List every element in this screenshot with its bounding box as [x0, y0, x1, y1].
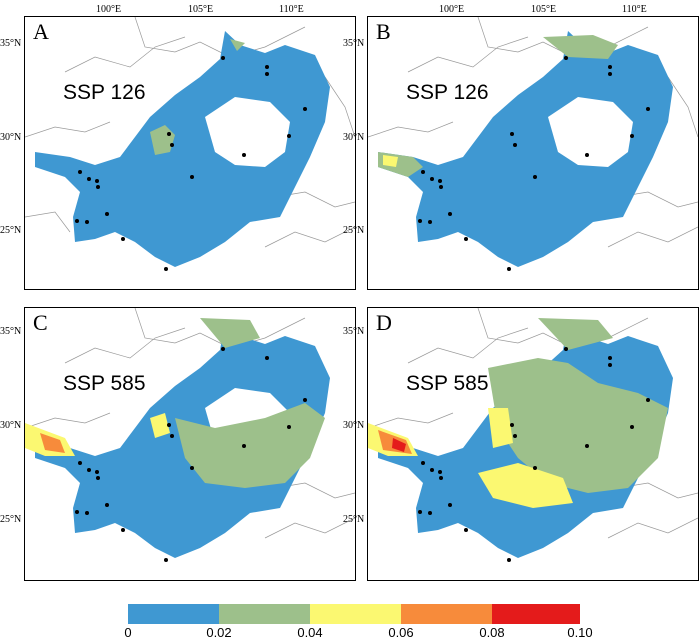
scenario-label: SSP 585	[406, 372, 489, 395]
lat-tick-label: 35°N	[343, 326, 365, 337]
lon-tick-label: 110°E	[279, 4, 304, 15]
legend-swatch-2	[219, 604, 310, 624]
medium-suitability-north	[200, 318, 260, 348]
lat-tick-label: 30°N	[343, 420, 365, 431]
legend-swatch-4	[401, 604, 492, 624]
sample-points	[418, 56, 650, 271]
legend-label: 0.02	[206, 625, 232, 640]
medium-suitability	[488, 358, 668, 493]
highest-suitability	[392, 438, 406, 452]
map-panel-a: A SSP 126	[24, 16, 356, 290]
medium-suitability-north	[230, 39, 245, 51]
sample-points	[75, 56, 307, 271]
map-panel-b: B SSP 126	[367, 16, 699, 290]
lon-tick-label: 100°E	[439, 4, 465, 15]
medium-suitability-north	[543, 35, 618, 59]
high-suitability-center	[150, 413, 170, 438]
legend-label: 0.10	[567, 625, 593, 640]
medium-suitability	[175, 403, 325, 488]
habitat-region	[378, 31, 673, 267]
lat-tick-label: 35°N	[0, 38, 22, 49]
legend-swatch-5	[492, 604, 580, 624]
legend-swatch-1	[128, 604, 219, 624]
map-panel-c: C SSP 585	[24, 307, 356, 581]
lat-tick-label: 30°N	[343, 132, 365, 143]
legend-swatch-3	[310, 604, 401, 624]
scenario-label: SSP 585	[63, 372, 146, 395]
lat-tick-label: 30°N	[0, 420, 22, 431]
legend-label: 0.08	[479, 625, 505, 640]
scenario-label: SSP 126	[406, 81, 489, 104]
high-suitability-center	[488, 408, 513, 448]
panel-letter: C	[33, 310, 48, 335]
medium-suitability-north	[538, 318, 613, 350]
map-c-canvas	[25, 308, 355, 562]
sample-points	[418, 347, 650, 562]
hole-basin	[548, 97, 633, 167]
lat-tick-label: 35°N	[0, 326, 22, 337]
very-high-suitability	[40, 433, 65, 453]
legend-label: 0.04	[297, 625, 323, 640]
sample-points	[75, 347, 307, 562]
lat-tick-label: 25°N	[0, 514, 22, 525]
legend-label: 0	[124, 625, 132, 640]
lon-tick-label: 105°E	[188, 4, 214, 15]
map-panel-d: D SSP 585	[367, 307, 699, 581]
map-b-canvas	[368, 17, 698, 271]
habitat-region	[35, 31, 330, 267]
high-suitability	[383, 155, 398, 167]
legend-label: 0.06	[388, 625, 414, 640]
lat-tick-label: 25°N	[0, 225, 22, 236]
panel-letter: D	[376, 310, 392, 335]
scenario-label: SSP 126	[63, 81, 146, 104]
lon-tick-label: 105°E	[531, 4, 557, 15]
lat-tick-label: 25°N	[343, 225, 365, 236]
panel-letter: A	[33, 19, 49, 44]
map-a-canvas	[25, 17, 355, 271]
lon-tick-label: 110°E	[622, 4, 647, 15]
lat-tick-label: 35°N	[343, 38, 365, 49]
lon-tick-label: 100°E	[96, 4, 122, 15]
lat-tick-label: 30°N	[0, 132, 22, 143]
hole-basin	[205, 97, 290, 167]
panel-letter: B	[376, 19, 391, 44]
map-d-canvas	[368, 308, 698, 562]
high-suitability-south	[478, 463, 573, 508]
lat-tick-label: 25°N	[343, 514, 365, 525]
